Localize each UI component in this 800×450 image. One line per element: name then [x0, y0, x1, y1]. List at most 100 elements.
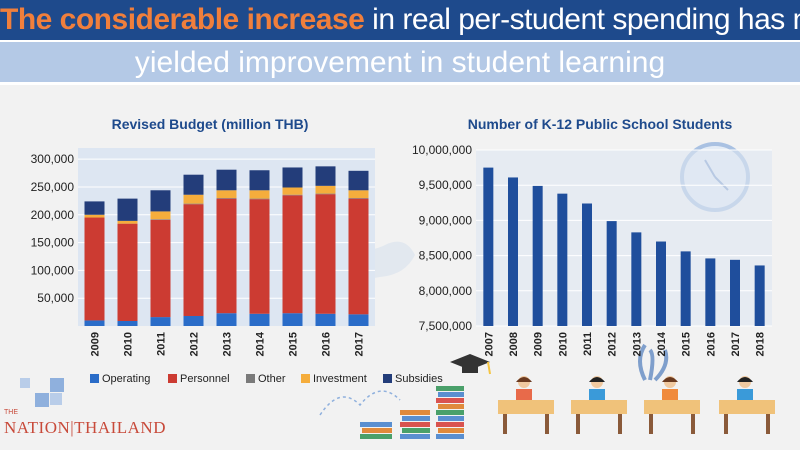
students-bar — [730, 259, 740, 326]
budget-bar-segment — [216, 313, 237, 326]
budget-bar-segment — [282, 313, 303, 326]
budget-bar-segment — [315, 193, 336, 195]
budget-bar-segment — [249, 170, 270, 191]
subtitle-banner — [0, 40, 800, 85]
students-x-tick-label: 2018 — [755, 332, 767, 356]
budget-bar-segment — [216, 169, 237, 191]
budget-bar-segment — [315, 194, 336, 314]
headline-highlight: The considerable increase — [0, 3, 365, 36]
legend-swatch — [383, 374, 392, 383]
students-x-tick-label: 2016 — [705, 332, 717, 356]
classroom-illustration — [498, 376, 775, 434]
students-bar — [656, 241, 666, 326]
students-bar — [606, 221, 617, 326]
budget-x-tick-label: 2012 — [189, 332, 201, 356]
legend-swatch — [168, 374, 177, 383]
students-y-tick-label: 8,000,000 — [419, 284, 473, 298]
headline-line-2: yielded improvement in student learning — [134, 46, 666, 79]
budget-chart-title: Revised Budget (million THB) — [111, 116, 309, 132]
budget-x-tick-label: 2009 — [90, 332, 102, 356]
budget-bar-segment — [348, 198, 369, 199]
students-y-tick-label: 10,000,000 — [412, 143, 472, 157]
graduation-cap-icon — [450, 354, 491, 375]
budget-x-tick-label: 2011 — [156, 332, 168, 356]
budget-bar-segment — [84, 214, 105, 218]
budget-bar-segment — [117, 223, 138, 321]
students-bar — [631, 232, 642, 326]
budget-y-tick-label: 200,000 — [31, 208, 75, 222]
student-desk — [498, 376, 554, 434]
budget-x-tick-label: 2014 — [255, 331, 267, 356]
students-bar — [483, 167, 494, 326]
students-chart: 7,500,000 8,000,000 8,500,000 9,000,000 9,50… — [412, 143, 772, 356]
students-plot-area — [476, 150, 772, 326]
budget-bar-segment — [216, 190, 237, 199]
budget-bar-segment — [216, 198, 237, 314]
budget-bar-segment — [183, 174, 204, 195]
students-y-tick-label: 7,500,000 — [419, 319, 473, 333]
budget-x-tick-label: 2013 — [222, 332, 234, 356]
students-x-tick-label: 2014 — [656, 331, 668, 356]
legend-label: Subsidies — [395, 373, 443, 385]
budget-bar-segment — [249, 199, 270, 314]
headline-rest: in real per-student spending has not — [364, 3, 800, 36]
students-x-tick-label: 2007 — [483, 332, 495, 356]
budget-chart: 50,000 100,000 150,000 200,000 250,000 300,00… — [31, 148, 443, 385]
budget-bar-segment — [183, 194, 204, 204]
plant-icon — [638, 343, 669, 382]
budget-bar-segment — [84, 217, 105, 321]
students-x-tick-label: 2011 — [582, 332, 594, 356]
legend-swatch — [90, 374, 99, 383]
headline-line-1: The considerable increase in real per-st… — [0, 3, 800, 37]
budget-bar-segment — [117, 220, 138, 224]
budget-bar-segment — [84, 320, 105, 326]
budget-bar-segment — [117, 198, 138, 221]
legend-swatch — [246, 374, 255, 383]
budget-x-tick-label: 2015 — [288, 332, 300, 356]
budget-bar-segment — [348, 190, 369, 199]
nation-thailand-logo: THE NATION|THAILAND — [4, 409, 166, 438]
legend-swatch — [301, 374, 310, 383]
corner-squares-decoration — [20, 378, 64, 407]
budget-bar-segment — [84, 201, 105, 215]
students-bar — [754, 265, 765, 326]
students-x-tick-label: 2012 — [607, 332, 619, 356]
legend-label: Personnel — [180, 373, 230, 385]
logo-text: NATION|THAILAND — [4, 418, 166, 437]
budget-y-tick-label: 50,000 — [37, 291, 74, 305]
budget-y-tick-label: 250,000 — [31, 180, 75, 194]
budget-bar-segment — [183, 204, 204, 316]
students-chart-title: Number of K-12 Public School Students — [467, 116, 733, 132]
student-desk — [644, 376, 700, 434]
students-bar — [705, 258, 716, 326]
budget-x-tick-label: 2010 — [123, 332, 135, 356]
students-x-tick-label: 2008 — [508, 332, 520, 356]
budget-bar-segment — [348, 314, 369, 326]
budget-bar-segment — [282, 167, 303, 188]
budget-bar-segment — [315, 166, 336, 186]
students-y-tick-label: 8,500,000 — [419, 249, 473, 263]
students-bar — [508, 177, 518, 326]
students-x-tick-label: 2013 — [631, 332, 643, 356]
budget-bar-segment — [150, 211, 171, 220]
students-bar — [557, 193, 568, 326]
budget-bar-segment — [282, 194, 303, 196]
student-desk — [719, 376, 775, 434]
budget-bar-segment — [249, 313, 270, 326]
budget-y-tick-label: 300,000 — [31, 152, 75, 166]
students-x-tick-label: 2017 — [730, 332, 742, 356]
students-bar — [680, 251, 691, 326]
budget-bar-segment — [150, 219, 171, 318]
legend-label: Investment — [313, 373, 367, 385]
budget-y-tick-label: 100,000 — [31, 263, 75, 277]
logo-prefix: THE — [4, 409, 18, 416]
budget-bar-segment — [183, 203, 204, 205]
budget-x-tick-label: 2017 — [354, 332, 366, 356]
students-bar — [582, 203, 592, 326]
budget-bar-segment — [249, 190, 270, 199]
legend-label: Operating — [102, 373, 150, 385]
budget-y-tick-label: 150,000 — [31, 236, 75, 250]
budget-bar-segment — [315, 185, 336, 194]
legend-label: Other — [258, 373, 286, 385]
